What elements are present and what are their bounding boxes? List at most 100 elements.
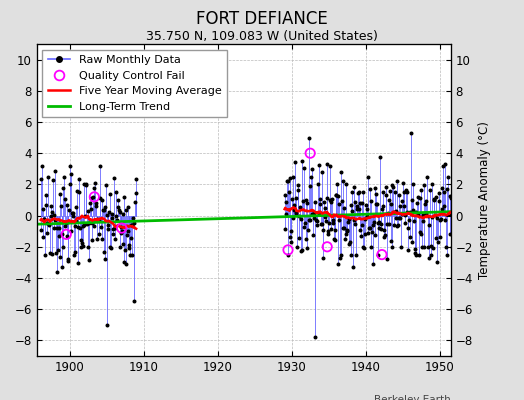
Point bbox=[79, 243, 88, 250]
Point bbox=[380, 234, 389, 240]
Point bbox=[329, 217, 337, 223]
Point bbox=[368, 229, 376, 236]
Point bbox=[430, 197, 438, 203]
Point bbox=[37, 226, 46, 233]
Legend: Raw Monthly Data, Quality Control Fail, Five Year Moving Average, Long-Term Tren: Raw Monthly Data, Quality Control Fail, … bbox=[42, 50, 227, 117]
Point bbox=[79, 222, 87, 229]
Point bbox=[112, 212, 121, 219]
Point bbox=[293, 244, 301, 250]
Point bbox=[325, 196, 334, 203]
Point bbox=[342, 231, 351, 237]
Point bbox=[422, 210, 431, 216]
Point bbox=[424, 222, 433, 228]
Point bbox=[38, 162, 46, 169]
Point bbox=[396, 202, 405, 209]
Point bbox=[62, 202, 71, 209]
Point bbox=[447, 244, 456, 250]
Point bbox=[385, 221, 394, 227]
Point bbox=[82, 180, 91, 187]
Point bbox=[114, 204, 123, 210]
Point bbox=[412, 251, 421, 258]
Point bbox=[95, 163, 104, 169]
Point bbox=[281, 192, 289, 198]
Point bbox=[101, 256, 110, 262]
Point bbox=[300, 224, 309, 230]
Point bbox=[74, 260, 82, 266]
Point bbox=[429, 245, 437, 251]
Point bbox=[73, 188, 81, 194]
Point bbox=[282, 210, 290, 217]
Point bbox=[50, 224, 59, 231]
Point bbox=[393, 178, 401, 184]
Point bbox=[413, 212, 422, 218]
Point bbox=[296, 204, 304, 210]
Point bbox=[60, 223, 69, 230]
Point bbox=[45, 221, 53, 228]
Point bbox=[299, 198, 307, 204]
Point bbox=[126, 222, 135, 228]
Point bbox=[293, 182, 302, 188]
Point bbox=[41, 192, 50, 198]
Point bbox=[52, 250, 60, 256]
Point bbox=[404, 225, 412, 231]
Point bbox=[450, 179, 458, 185]
Point bbox=[77, 236, 85, 243]
Point bbox=[86, 200, 94, 206]
Point bbox=[124, 228, 133, 234]
Point bbox=[132, 190, 140, 196]
Point bbox=[406, 208, 414, 215]
Point bbox=[88, 237, 96, 244]
Point bbox=[350, 217, 358, 224]
Point bbox=[96, 195, 105, 202]
Point bbox=[291, 195, 300, 202]
Point bbox=[410, 246, 419, 252]
Point bbox=[58, 264, 66, 270]
Point bbox=[432, 194, 440, 200]
Point bbox=[446, 193, 454, 199]
Point bbox=[390, 222, 398, 228]
Point bbox=[350, 184, 358, 190]
Point bbox=[284, 247, 292, 253]
Point bbox=[420, 244, 429, 250]
Point bbox=[62, 220, 70, 226]
Point bbox=[45, 222, 53, 228]
Point bbox=[307, 174, 315, 180]
Point bbox=[381, 232, 389, 238]
Point bbox=[367, 244, 376, 250]
Point bbox=[298, 158, 306, 164]
Text: Berkeley Earth: Berkeley Earth bbox=[374, 395, 451, 400]
Point bbox=[354, 206, 363, 212]
Point bbox=[363, 213, 372, 219]
Point bbox=[55, 233, 63, 239]
Point bbox=[392, 215, 400, 221]
Point bbox=[328, 226, 336, 232]
Point bbox=[444, 210, 452, 217]
Point bbox=[38, 206, 47, 212]
Point bbox=[118, 211, 127, 217]
Point bbox=[304, 134, 313, 141]
Point bbox=[40, 216, 48, 222]
Point bbox=[54, 247, 62, 253]
Point bbox=[335, 217, 344, 224]
Point bbox=[81, 182, 90, 188]
Point bbox=[127, 235, 135, 241]
Point bbox=[392, 223, 401, 229]
Point bbox=[361, 231, 369, 238]
Point bbox=[367, 198, 375, 204]
Point bbox=[375, 225, 383, 232]
Point bbox=[391, 208, 400, 214]
Point bbox=[395, 192, 403, 198]
Point bbox=[108, 226, 117, 232]
Point bbox=[115, 244, 124, 250]
Point bbox=[76, 224, 84, 231]
Point bbox=[43, 220, 52, 226]
Point bbox=[113, 217, 121, 224]
Point bbox=[326, 162, 334, 169]
Point bbox=[103, 322, 112, 328]
Point bbox=[119, 258, 128, 265]
Point bbox=[383, 256, 391, 262]
Point bbox=[300, 165, 308, 171]
Point bbox=[105, 191, 114, 197]
Point bbox=[63, 233, 71, 240]
Point bbox=[286, 234, 294, 240]
